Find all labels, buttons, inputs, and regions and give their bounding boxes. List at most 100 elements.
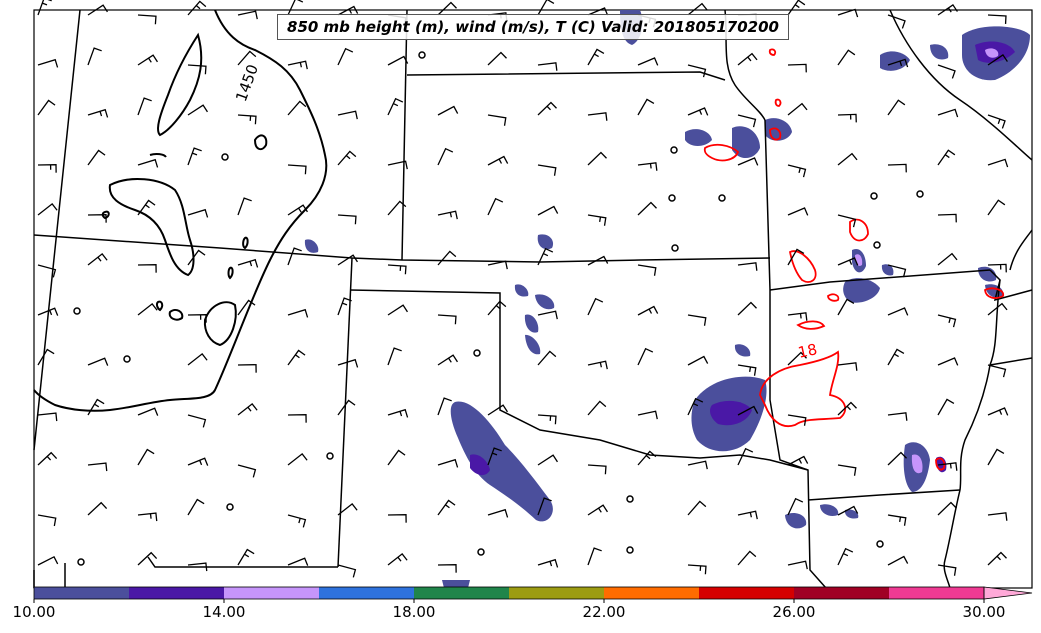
- colorbar-bin: [794, 587, 890, 599]
- wind-barb: [337, 564, 357, 578]
- wind-barb: [237, 114, 257, 125]
- wind-barb: [237, 364, 257, 373]
- wind-barb: [687, 64, 707, 78]
- colorbar-bin: [129, 587, 225, 599]
- wind-barb: [787, 102, 808, 116]
- wind-barb: [537, 310, 558, 320]
- calm-wind-circle: [670, 146, 678, 154]
- wind-barb: [887, 555, 909, 566]
- wind-barb: [887, 99, 906, 116]
- wind-barb: [487, 155, 509, 166]
- wind-barb: [187, 208, 209, 218]
- wind-barb: [787, 248, 805, 266]
- wind-barb: [637, 347, 654, 366]
- calm-wind-circle: [477, 548, 485, 556]
- calm-wind-circle: [718, 194, 726, 202]
- calm-wind-circle: [226, 503, 234, 511]
- wind-barb: [937, 357, 959, 366]
- wind-barb: [937, 314, 957, 328]
- wind-barb: [637, 450, 657, 466]
- wind-barb: [537, 414, 557, 425]
- wind-barb: [337, 150, 357, 166]
- wind-barb: [837, 464, 857, 476]
- wind-barb: [587, 48, 605, 66]
- wind-barb: [437, 105, 459, 116]
- wind-barb: [437, 250, 457, 266]
- wind-barb: [737, 447, 754, 466]
- wind-barb: [837, 257, 859, 266]
- calm-wind-circle: [671, 244, 679, 252]
- map-title: 850 mb height (m), wind (m/s), T (C) Val…: [277, 14, 789, 40]
- wind-barb: [787, 207, 809, 216]
- wind-barb: [737, 52, 758, 66]
- wind-barb: [237, 403, 258, 416]
- wind-barb: [387, 97, 404, 116]
- wind-barb: [937, 462, 958, 471]
- wind-barb: [337, 47, 354, 66]
- wind-barb: [187, 0, 207, 16]
- wind-barb: [987, 448, 1005, 466]
- wind-barb: [187, 457, 209, 466]
- wind-barb: [287, 247, 302, 266]
- wind-barb: [337, 503, 358, 516]
- wind-barb: [287, 557, 309, 566]
- colorbar-bin: [34, 587, 130, 599]
- wind-barb: [137, 303, 158, 316]
- wind-barb: [887, 451, 907, 466]
- wind-barb: [337, 399, 356, 416]
- wind-barb: [537, 101, 557, 116]
- wind-barb: [737, 114, 757, 128]
- wind-barb: [937, 213, 957, 223]
- wind-barb: [37, 0, 52, 16]
- wind-barb: [987, 158, 1009, 168]
- calm-wind-circle: [626, 546, 634, 554]
- wind-barb: [37, 203, 58, 216]
- colorbar-tick-label: 14.00: [202, 603, 246, 621]
- wind-barb: [837, 362, 858, 371]
- wind-barb: [487, 404, 508, 416]
- wind-barb: [37, 164, 57, 173]
- wind-barb: [837, 113, 857, 123]
- wind-barb: [387, 304, 408, 316]
- wind-barb: [387, 553, 408, 566]
- wind-barb: [987, 364, 1007, 378]
- colorbar-bin: [224, 587, 320, 599]
- calm-wind-circle: [123, 355, 131, 363]
- wind-barb: [137, 97, 152, 116]
- wind-barb: [487, 508, 509, 518]
- wind-barb: [287, 100, 307, 116]
- wind-barb: [337, 110, 358, 120]
- wind-barb: [87, 108, 109, 118]
- wind-barb: [37, 514, 57, 527]
- wind-barb: [387, 408, 409, 418]
- wind-barb: [987, 54, 1008, 66]
- colorbar-tick-label: 10.00: [12, 603, 56, 621]
- wind-barb: [287, 308, 309, 318]
- wind-barb: [937, 64, 956, 79]
- wind-barb: [637, 162, 658, 171]
- wind-barb: [137, 199, 156, 216]
- wind-barb: [937, 108, 959, 118]
- wind-barb: [237, 258, 259, 268]
- wind-barb: [87, 149, 106, 166]
- calm-wind-circle: [418, 51, 426, 59]
- wind-barb: [937, 501, 957, 516]
- colorbar-tick-label: 22.00: [582, 603, 626, 621]
- wind-barb: [137, 54, 158, 66]
- colorbar-tick-label: 18.00: [392, 603, 436, 621]
- wind-barb: [687, 107, 709, 116]
- wind-barb: [237, 299, 256, 316]
- wind-barb: [737, 405, 759, 416]
- wind-barb: [887, 264, 907, 278]
- wind-barb: [587, 151, 607, 166]
- wind-barb: [37, 264, 57, 278]
- wind-barb: [887, 348, 905, 366]
- wind-barb: [537, 164, 557, 176]
- calm-wind-circles: [73, 51, 924, 566]
- wind-barb: [687, 314, 707, 326]
- wind-barb: [587, 360, 608, 370]
- wind-barb: [437, 564, 457, 573]
- wind-barb: [287, 164, 307, 175]
- wind-barb: [537, 497, 552, 516]
- wind-barb: [487, 300, 507, 316]
